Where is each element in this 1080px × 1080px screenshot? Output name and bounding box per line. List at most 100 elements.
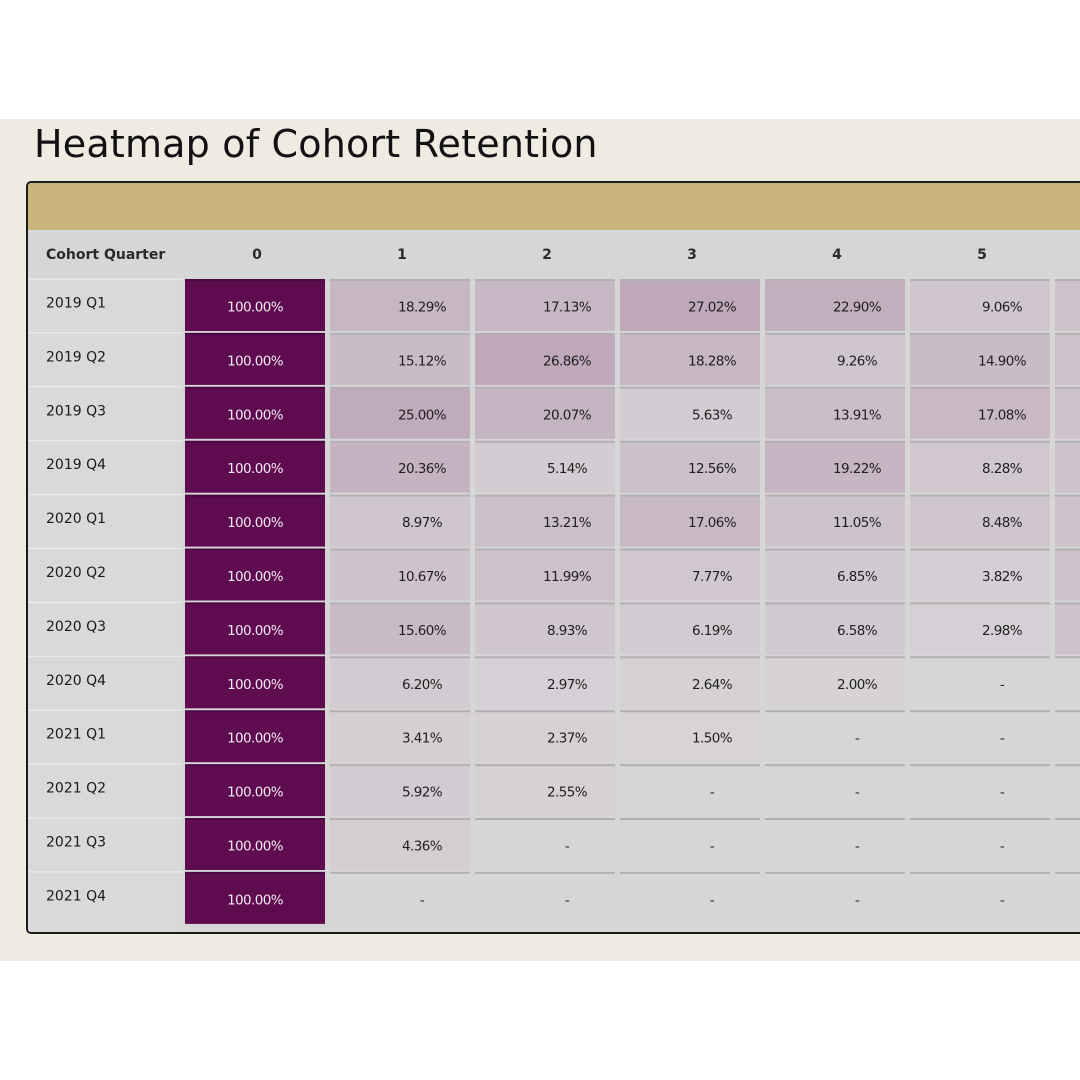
heatmap-cell: [765, 711, 905, 763]
cell-value: 100.00%: [227, 300, 284, 316]
heatmap-cell: [620, 872, 760, 924]
cell-value: -: [1000, 892, 1005, 908]
cell-value: 100.00%: [227, 731, 284, 747]
heatmap-cell-partial: [1055, 603, 1080, 655]
cell-value: 11.05%: [833, 515, 882, 531]
heatmap-cell: [765, 441, 905, 493]
heatmap-cell: [475, 441, 615, 493]
heatmap-cell: [765, 872, 905, 924]
cell-value: -: [855, 731, 860, 747]
heatmap-cell: [765, 765, 905, 817]
cell-value: 100.00%: [227, 353, 284, 369]
cell-value: 13.21%: [543, 515, 592, 531]
heatmap-cell: [185, 711, 325, 763]
heatmap-cell: [330, 711, 470, 763]
cell-value: 27.02%: [688, 300, 737, 316]
heatmap-cell: [330, 387, 470, 439]
cell-value: 8.97%: [402, 515, 443, 531]
row-label: 2020 Q2: [46, 565, 106, 581]
heatmap-cell: [475, 387, 615, 439]
heatmap-cell: [185, 603, 325, 655]
cell-value: 26.86%: [543, 353, 592, 369]
cell-value: 14.90%: [978, 353, 1027, 369]
heatmap-cell: [620, 711, 760, 763]
cell-value: 25.00%: [398, 407, 447, 423]
cell-value: -: [710, 785, 715, 801]
heatmap-cell: [330, 657, 470, 709]
heatmap-cell-partial: [1055, 549, 1080, 601]
heatmap-cell: [185, 441, 325, 493]
cell-value: 11.99%: [543, 569, 592, 585]
cell-value: 13.91%: [833, 407, 882, 423]
heatmap-cell: [475, 549, 615, 601]
heatmap-cell: [620, 387, 760, 439]
cell-value: 6.85%: [837, 569, 878, 585]
heatmap-cell-partial: [1055, 657, 1080, 709]
column-header: 1: [397, 247, 407, 263]
heatmap-cell: [910, 495, 1050, 547]
heatmap-cell: [330, 872, 470, 924]
cell-value: -: [565, 839, 570, 855]
heatmap-cell: [185, 657, 325, 709]
heatmap-cell: [475, 711, 615, 763]
heatmap-cell: [765, 657, 905, 709]
column-header: 3: [687, 247, 697, 263]
cell-value: 5.92%: [402, 785, 443, 801]
cell-value: 8.48%: [982, 515, 1023, 531]
column-header: 0: [252, 247, 262, 263]
cell-value: 19.22%: [833, 461, 882, 477]
heatmap-cell-partial: [1055, 387, 1080, 439]
heatmap-cell-partial: [1055, 495, 1080, 547]
heatmap-cell: [910, 387, 1050, 439]
heatmap-cell: [765, 603, 905, 655]
cell-value: 20.36%: [398, 461, 447, 477]
heatmap-cell: [910, 765, 1050, 817]
heatmap-cell: [620, 765, 760, 817]
cell-value: -: [1000, 839, 1005, 855]
heatmap-cell-partial: [1055, 765, 1080, 817]
heatmap-cell: [910, 603, 1050, 655]
heatmap-cell: [185, 872, 325, 924]
heatmap-cell: [475, 765, 615, 817]
heatmap-cell: [910, 711, 1050, 763]
heatmap-cell: [185, 765, 325, 817]
heatmap-cell: [620, 333, 760, 385]
heatmap-cell: [620, 441, 760, 493]
cell-value: 17.06%: [688, 515, 737, 531]
heatmap-cell: [475, 495, 615, 547]
heatmap-cell: [185, 819, 325, 870]
cell-value: -: [565, 892, 570, 908]
heatmap-cell: [185, 333, 325, 385]
heatmap-cell: [330, 495, 470, 547]
heatmap-cell: [910, 657, 1050, 709]
row-label: 2019 Q1: [46, 296, 106, 312]
table-header-bar: [28, 183, 1080, 230]
heatmap-cell: [475, 280, 615, 331]
cell-value: 7.77%: [692, 569, 733, 585]
row-label: 2019 Q2: [46, 349, 106, 365]
cell-value: 5.63%: [692, 407, 733, 423]
cell-value: 15.60%: [398, 623, 447, 639]
row-label: 2019 Q3: [46, 403, 106, 419]
heatmap-cell: [475, 657, 615, 709]
heatmap-cell: [475, 603, 615, 655]
heatmap-cell: [910, 333, 1050, 385]
heatmap-cell-partial: [1055, 819, 1080, 870]
row-label: 2019 Q4: [46, 457, 106, 473]
cell-value: 8.28%: [982, 461, 1023, 477]
heatmap-cell: [765, 495, 905, 547]
heatmap-cell: [330, 603, 470, 655]
heatmap-svg: Cohort Quarter 0 1 2 3 4 5 2019 Q1 100.00% 18.29%…: [28, 230, 1080, 932]
cell-value: -: [710, 892, 715, 908]
cell-value: 3.82%: [982, 569, 1023, 585]
cell-value: -: [1000, 785, 1005, 801]
heatmap-cell: [620, 549, 760, 601]
row-label: 2020 Q3: [46, 619, 106, 635]
heatmap-cell: [330, 765, 470, 817]
cell-value: 22.90%: [833, 300, 882, 316]
cell-value: 2.37%: [547, 731, 588, 747]
heatmap-cell-partial: [1055, 333, 1080, 385]
heatmap-cell-partial: [1055, 280, 1080, 331]
cell-value: 100.00%: [227, 892, 284, 908]
cell-value: -: [710, 839, 715, 855]
